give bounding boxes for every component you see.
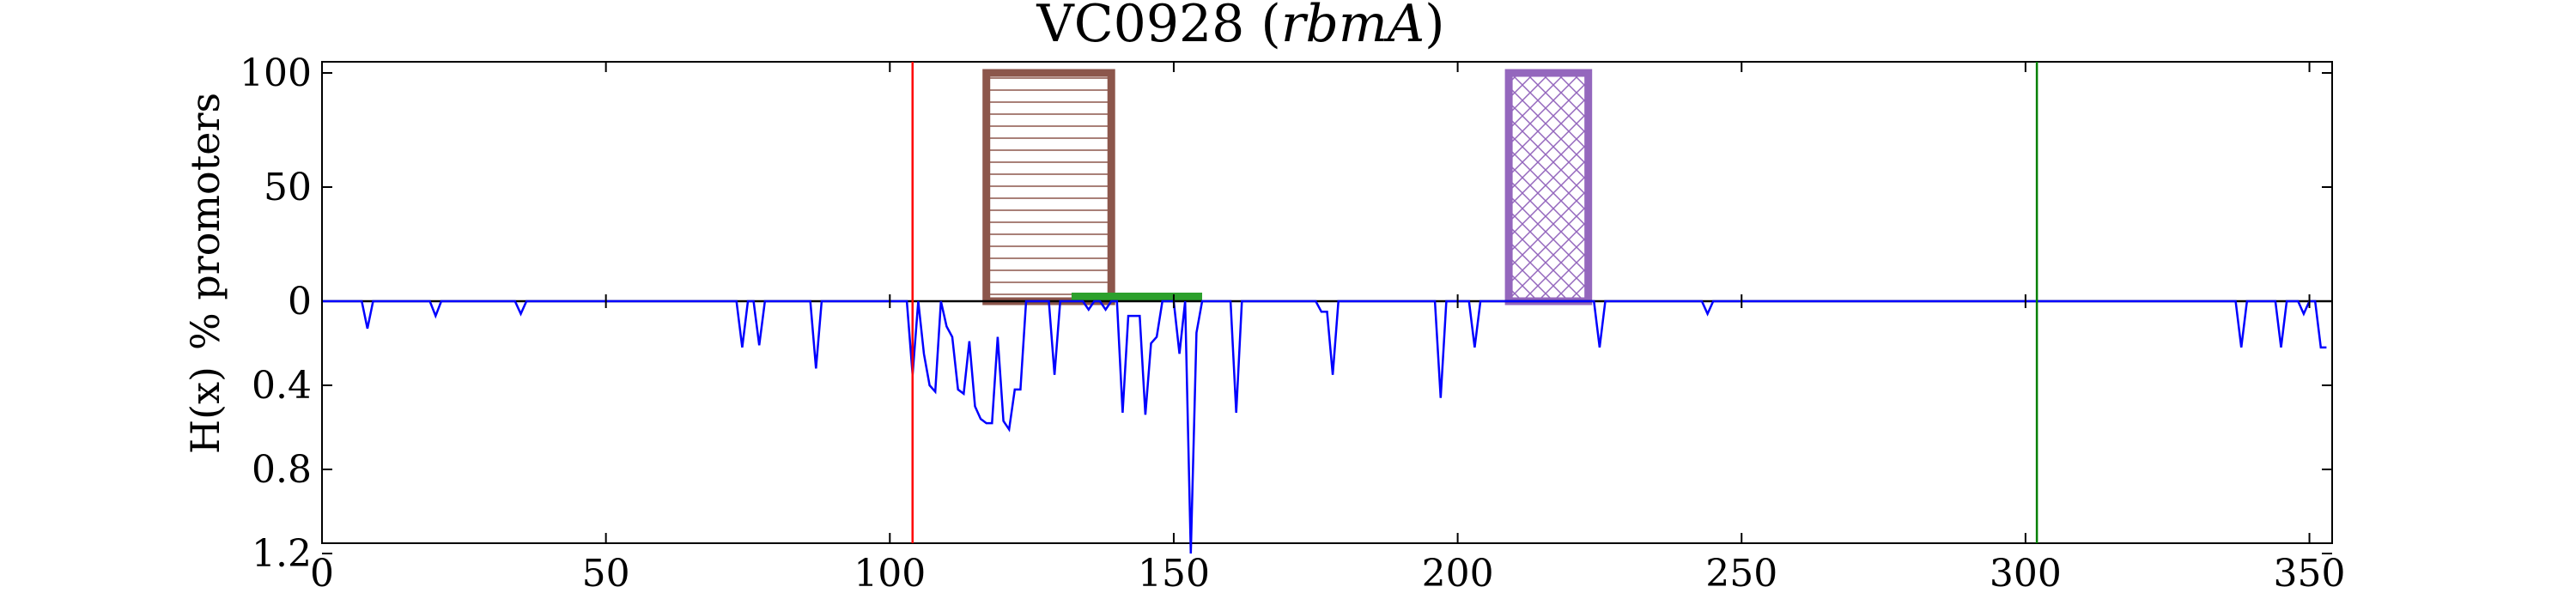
bottom-ytick-label: 1.2 xyxy=(252,532,312,576)
xtick-label: 100 xyxy=(854,552,926,596)
top-ylabel: % promoters xyxy=(182,93,228,350)
top-panel: 0 50 100 xyxy=(240,51,2333,324)
top-ytick-label: 50 xyxy=(264,166,312,209)
title-paren-close: ) xyxy=(1425,0,1444,54)
title-gene: VC0928 xyxy=(1036,0,1244,54)
bottom-panel: 0.4 0.8 1.2 xyxy=(252,299,2333,576)
feature-segment xyxy=(1071,293,1203,301)
top-panel-frame xyxy=(321,61,2333,302)
reference-lines xyxy=(911,62,2038,543)
xtick-label: 0 xyxy=(310,552,334,596)
chart-title: VC0928 (rbmA) xyxy=(1036,0,1444,54)
xtick-label: 200 xyxy=(1422,552,1494,596)
title-paren-open: ( xyxy=(1244,0,1280,54)
xtick-label: 50 xyxy=(582,552,630,596)
title-gene-name: rbmA xyxy=(1281,0,1425,54)
top-ytick-label: 100 xyxy=(240,51,312,95)
bottom-ylabel: H(x) xyxy=(182,366,228,454)
entropy-series-line xyxy=(322,299,2327,554)
bottom-ytick-label: 0.8 xyxy=(252,448,312,492)
promoter-bar xyxy=(1504,69,1593,306)
x-axis: 0 50 100 150 200 250 300 350 xyxy=(310,62,2346,596)
xtick-label: 300 xyxy=(1990,552,2062,596)
top-ytick-label: 0 xyxy=(288,280,312,324)
xtick-label: 150 xyxy=(1138,552,1210,596)
xtick-label: 350 xyxy=(2274,552,2346,596)
xtick-label: 250 xyxy=(1705,552,1777,596)
bottom-ytick-label: 0.4 xyxy=(252,364,312,408)
bottom-panel-frame xyxy=(321,300,2333,544)
promoter-bar xyxy=(982,69,1115,306)
